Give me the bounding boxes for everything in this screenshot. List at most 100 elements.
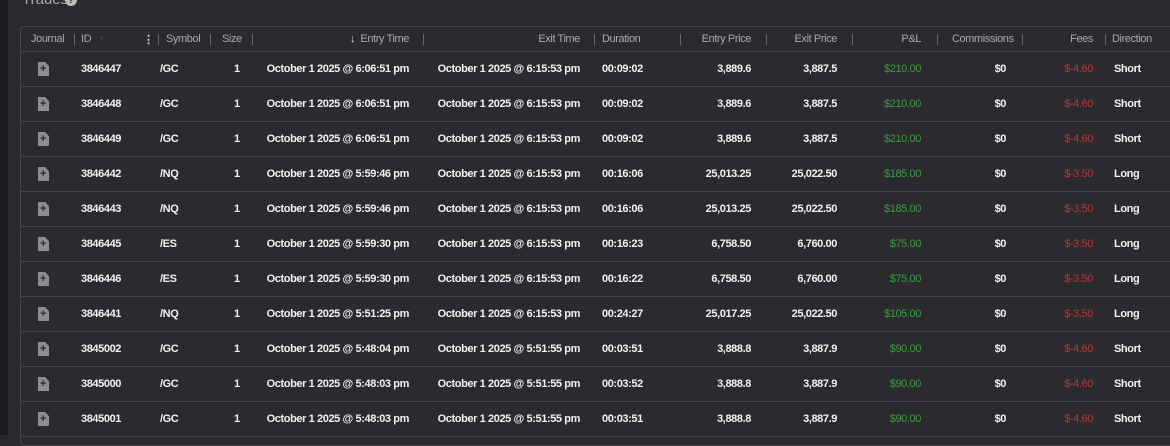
- journal-add-icon[interactable]: [38, 97, 49, 111]
- cell-direction: Long: [1114, 203, 1140, 215]
- column-divider[interactable]: [210, 34, 211, 45]
- cell-exit-time: October 1 2025 @ 6:15:53 pm: [437, 203, 581, 215]
- cell-id: 3846441: [81, 308, 122, 320]
- cell-symbol: /GC: [160, 133, 179, 145]
- table-row[interactable]: 3846443 /NQ 1 October 1 2025 @ 5:59:46 p…: [21, 192, 1170, 227]
- column-divider[interactable]: [252, 34, 253, 45]
- column-divider[interactable]: [937, 34, 938, 45]
- col-size[interactable]: Size: [222, 33, 242, 45]
- col-duration[interactable]: Duration: [602, 33, 641, 45]
- cell-exit-time: October 1 2025 @ 6:15:53 pm: [437, 238, 581, 250]
- column-divider[interactable]: [158, 34, 159, 45]
- help-icon[interactable]: ?: [65, 0, 77, 6]
- sort-down-icon[interactable]: ↓: [350, 33, 356, 45]
- col-pnl[interactable]: P&L: [901, 33, 921, 45]
- table-row[interactable]: 3846446 /ES 1 October 1 2025 @ 5:59:30 p…: [21, 262, 1170, 297]
- cell-id: 3845002: [81, 343, 122, 355]
- table-row[interactable]: 3845002 /GC 1 October 1 2025 @ 5:48:04 p…: [21, 332, 1170, 367]
- cell-exit-time: October 1 2025 @ 6:15:53 pm: [437, 98, 581, 110]
- table-row[interactable]: 3846449 /GC 1 October 1 2025 @ 6:06:51 p…: [21, 122, 1170, 157]
- cell-symbol: /NQ: [160, 308, 179, 320]
- cell-size: 1: [234, 413, 240, 425]
- cell-entry-time: October 1 2025 @ 5:59:30 pm: [266, 273, 410, 285]
- column-menu-icon[interactable]: ⋮: [143, 34, 154, 46]
- col-id[interactable]: ID: [81, 33, 92, 45]
- cell-commissions: $0: [994, 203, 1007, 215]
- column-divider[interactable]: [74, 34, 75, 45]
- cell-exit-price: 3,887.5: [803, 133, 837, 145]
- table-row[interactable]: 3846447 /GC 1 October 1 2025 @ 6:06:51 p…: [21, 52, 1170, 87]
- journal-add-icon[interactable]: [38, 307, 49, 321]
- cell-entry-price: 3,889.6: [717, 133, 751, 145]
- cell-pnl: $185.00: [884, 168, 921, 180]
- col-entry-time[interactable]: Entry Time: [360, 33, 409, 45]
- table-row[interactable]: 3846441 /NQ 1 October 1 2025 @ 5:51:25 p…: [21, 297, 1170, 332]
- column-divider[interactable]: [423, 34, 424, 45]
- cell-exit-time: October 1 2025 @ 6:15:53 pm: [437, 273, 581, 285]
- sort-up-icon[interactable]: ↑: [99, 33, 105, 45]
- cell-exit-price: 3,887.9: [803, 413, 837, 425]
- col-journal[interactable]: Journal: [31, 33, 65, 45]
- cell-entry-time: October 1 2025 @ 5:59:46 pm: [266, 168, 410, 180]
- cell-id: 3846442: [81, 168, 122, 180]
- cell-commissions: $0: [994, 238, 1007, 250]
- col-fees[interactable]: Fees: [1070, 33, 1093, 45]
- cell-symbol: /NQ: [160, 168, 179, 180]
- cell-fees: $-3.50: [1064, 273, 1093, 285]
- table-row[interactable]: 3846445 /ES 1 October 1 2025 @ 5:59:30 p…: [21, 227, 1170, 262]
- journal-add-icon[interactable]: [38, 377, 49, 391]
- cell-entry-price: 25,013.25: [705, 168, 752, 180]
- column-divider[interactable]: [594, 34, 595, 45]
- cell-size: 1: [234, 63, 240, 75]
- cell-commissions: $0: [994, 98, 1007, 110]
- cell-entry-price: 25,017.25: [705, 308, 752, 320]
- cell-exit-price: 3,887.9: [803, 378, 837, 390]
- cell-duration: 00:09:02: [602, 133, 643, 145]
- journal-add-icon[interactable]: [38, 62, 49, 76]
- journal-add-icon[interactable]: [38, 272, 49, 286]
- column-divider[interactable]: [680, 34, 681, 45]
- journal-add-icon[interactable]: [38, 132, 49, 146]
- journal-add-icon[interactable]: [38, 237, 49, 251]
- cell-entry-time: October 1 2025 @ 5:48:03 pm: [266, 378, 410, 390]
- cell-pnl: $75.00: [889, 273, 922, 285]
- cell-size: 1: [234, 203, 240, 215]
- column-divider[interactable]: [1022, 34, 1023, 45]
- cell-entry-price: 3,888.8: [717, 378, 751, 390]
- col-exit-time[interactable]: Exit Time: [538, 33, 580, 45]
- column-divider[interactable]: [852, 34, 853, 45]
- cell-duration: 00:03:51: [602, 343, 643, 355]
- cell-id: 3846443: [81, 203, 122, 215]
- column-divider[interactable]: [766, 34, 767, 45]
- cell-direction: Long: [1114, 308, 1140, 320]
- col-direction[interactable]: Direction: [1112, 33, 1152, 45]
- cell-entry-price: 6,758.50: [711, 273, 751, 285]
- cell-entry-time: October 1 2025 @ 6:06:51 pm: [266, 98, 410, 110]
- cell-duration: 00:03:51: [602, 413, 643, 425]
- table-row[interactable]: 3845001 /GC 1 October 1 2025 @ 5:48:03 p…: [21, 402, 1170, 437]
- column-divider[interactable]: [1105, 34, 1106, 45]
- cell-direction: Short: [1114, 98, 1141, 110]
- cell-entry-price: 25,013.25: [705, 203, 752, 215]
- table-row[interactable]: 3846442 /NQ 1 October 1 2025 @ 5:59:46 p…: [21, 157, 1170, 192]
- col-exit-price[interactable]: Exit Price: [794, 33, 838, 45]
- cell-commissions: $0: [994, 63, 1007, 75]
- journal-add-icon[interactable]: [38, 167, 49, 181]
- col-symbol[interactable]: Symbol: [166, 33, 201, 45]
- cell-exit-price: 25,022.50: [791, 308, 838, 320]
- journal-add-icon[interactable]: [38, 412, 49, 426]
- cell-id: 3846446: [81, 273, 122, 285]
- col-commissions[interactable]: Commissions: [952, 33, 1014, 45]
- cell-exit-price: 3,887.5: [803, 63, 837, 75]
- cell-pnl: $90.00: [889, 413, 922, 425]
- table-row[interactable]: 3845000 /GC 1 October 1 2025 @ 5:48:03 p…: [21, 367, 1170, 402]
- journal-add-icon[interactable]: [38, 342, 49, 356]
- cell-symbol: /GC: [160, 343, 179, 355]
- cell-duration: 00:16:22: [602, 273, 643, 285]
- journal-add-icon[interactable]: [38, 202, 49, 216]
- cell-fees: $-4.60: [1064, 378, 1093, 390]
- cell-entry-time: October 1 2025 @ 5:51:25 pm: [266, 308, 410, 320]
- col-entry-price[interactable]: Entry Price: [701, 33, 752, 45]
- cell-exit-time: October 1 2025 @ 5:51:55 pm: [437, 378, 581, 390]
- table-row[interactable]: 3846448 /GC 1 October 1 2025 @ 6:06:51 p…: [21, 87, 1170, 122]
